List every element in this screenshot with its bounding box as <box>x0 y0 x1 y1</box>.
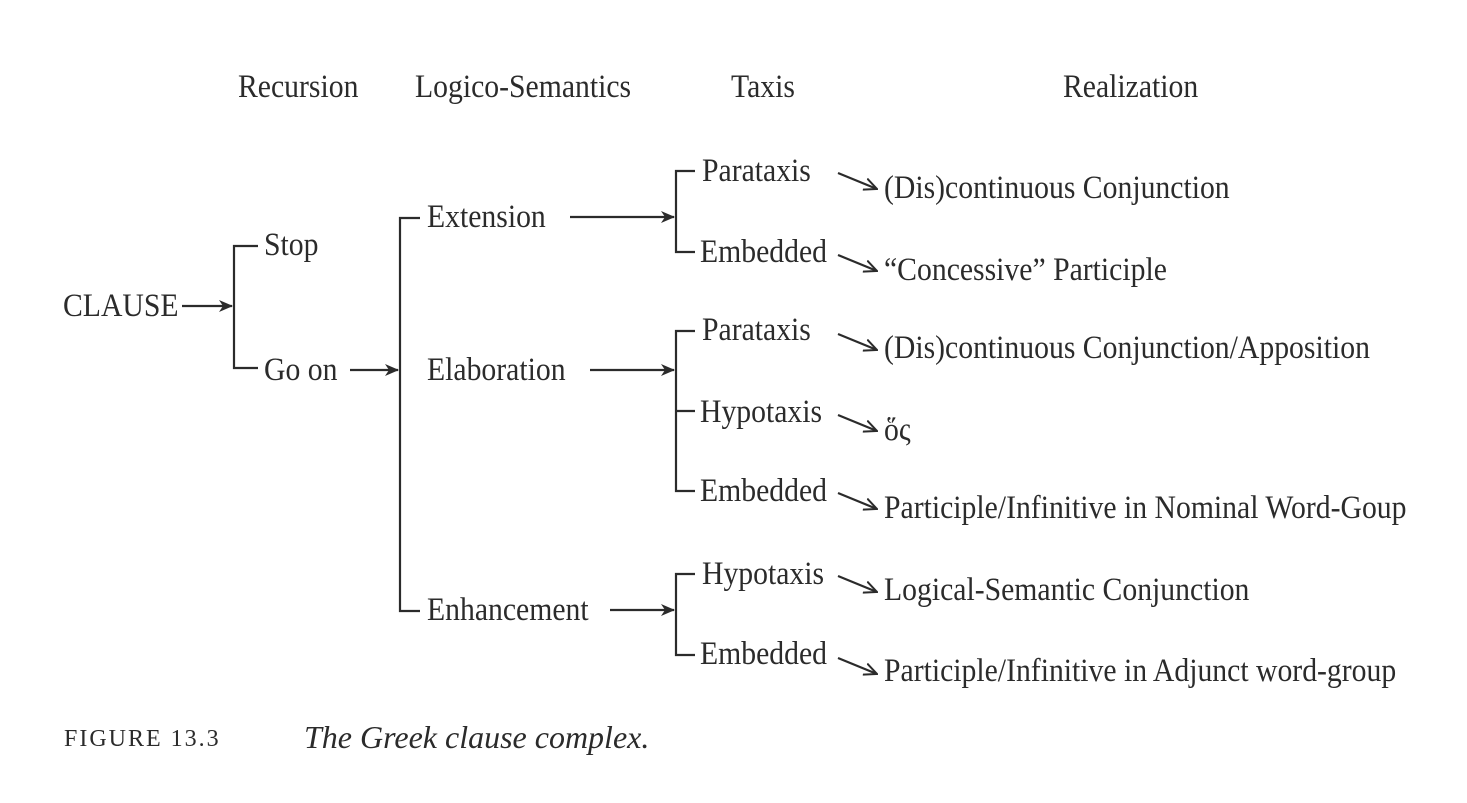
node-ext-embedded: Embedded <box>700 234 828 270</box>
node-enh-embedded: Embedded <box>700 636 828 672</box>
node-go-on: Go on <box>264 352 338 388</box>
realization-arrow <box>837 253 877 271</box>
logico-bracket <box>398 216 420 613</box>
realization-enh-hypotaxis: Logical-Semantic Conjunction <box>884 572 1250 608</box>
realization-elab-embedded: Participle/Infinitive in Nominal Word-Go… <box>884 490 1407 526</box>
recursion-bracket <box>232 244 258 370</box>
realization-elab-hypotaxis: ὅς <box>884 412 911 448</box>
figure-title: The Greek clause complex. <box>304 719 650 755</box>
node-ext-parataxis: Parataxis <box>702 153 811 189</box>
enhancement-bracket <box>674 572 695 657</box>
figure-label: FIGURE 13.3 <box>64 726 221 752</box>
figure-caption: FIGURE 13.3 The Greek clause complex. <box>64 721 649 753</box>
node-elab-embedded: Embedded <box>700 473 828 509</box>
node-elab-parataxis: Parataxis <box>702 312 811 348</box>
extension-bracket <box>674 169 695 254</box>
header-taxis: Taxis <box>731 69 795 105</box>
header-logico-semantics: Logico-Semantics <box>415 69 632 105</box>
node-enh-hypotaxis: Hypotaxis <box>702 556 825 592</box>
realization-ext-parataxis: (Dis)continuous Conjunction <box>884 170 1230 206</box>
realization-arrow <box>837 574 877 592</box>
realization-enh-embedded: Participle/Infinitive in Adjunct word-gr… <box>884 653 1397 689</box>
realization-arrow <box>837 491 877 509</box>
node-enhancement: Enhancement <box>427 592 589 628</box>
node-clause: CLAUSE <box>63 288 179 324</box>
realization-ext-embedded: “Concessive” Participle <box>884 252 1167 288</box>
node-elaboration: Elaboration <box>427 352 566 388</box>
realization-arrow <box>837 413 877 431</box>
realization-arrow <box>837 656 877 674</box>
realization-elab-parataxis: (Dis)continuous Conjunction/Apposition <box>884 330 1370 366</box>
realization-arrow <box>837 171 877 189</box>
node-stop: Stop <box>264 227 319 263</box>
realization-arrow <box>837 332 877 350</box>
node-elab-hypotaxis: Hypotaxis <box>700 394 823 430</box>
header-realization: Realization <box>1063 69 1199 105</box>
node-extension: Extension <box>427 199 546 235</box>
header-recursion: Recursion <box>238 69 359 105</box>
